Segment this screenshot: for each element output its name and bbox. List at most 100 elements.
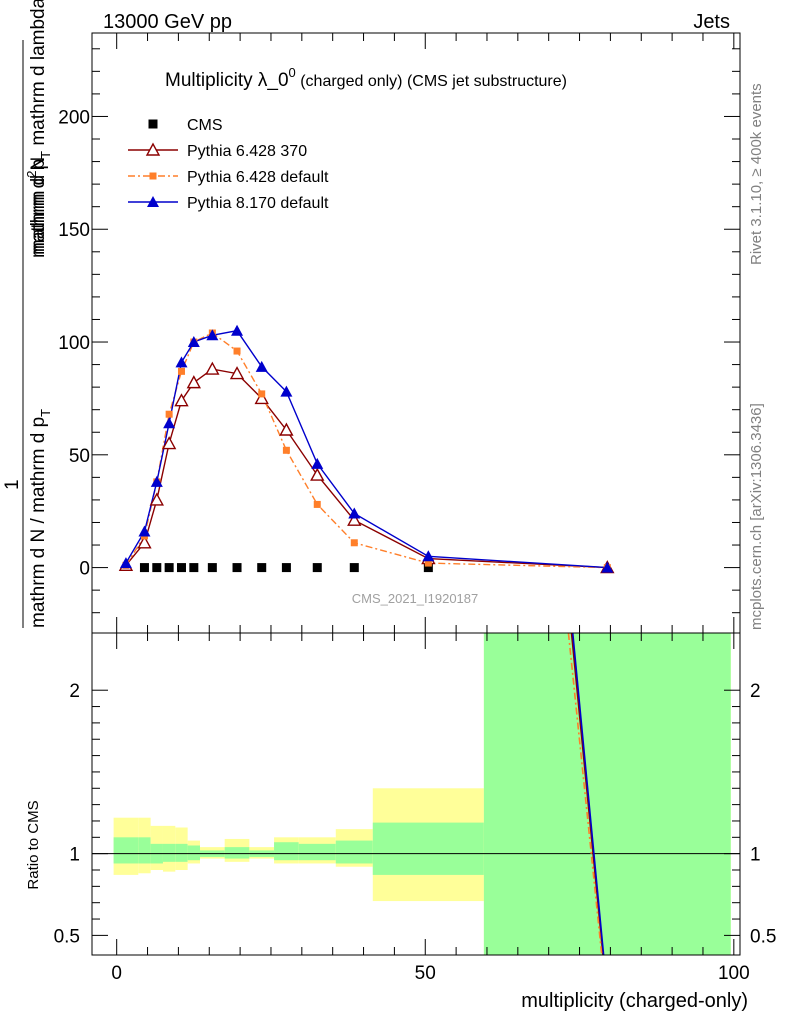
data-point-pythia-8-170-default (119, 557, 132, 569)
y-label-denominator: mathrm d pT mathrm d lambda (28, 0, 53, 255)
data-point-pythia-6-428-370 (149, 492, 164, 506)
data-point-pythia-8-170-default (138, 525, 151, 537)
y-axis-label: mathrm d2N mathrm d pT mathrm d lambda 1… (2, 0, 53, 628)
y-tick-label: 0 (79, 559, 90, 580)
y-tick-label: 150 (58, 220, 90, 241)
data-point-pythia-6-428-370 (254, 390, 269, 405)
header-category: Jets (693, 11, 730, 33)
data-point-pythia-6-428-default (233, 347, 241, 355)
data-point-pythia-8-170-default (231, 324, 244, 336)
data-point-cms (257, 563, 267, 573)
y-label-one: 1 (2, 479, 23, 490)
data-point-pythia-6-428-default (258, 390, 266, 398)
legend: CMS Pythia 6.428 370 Pythia 6.428 default P… (128, 117, 329, 212)
ratio-band-inner (187, 845, 200, 861)
data-point-pythia-8-170-default (150, 475, 163, 487)
data-point-pythia-6-428-370 (174, 393, 189, 407)
series-line-pythia-6-428-default (125, 332, 608, 569)
series-line-pythia-6-428-370 (125, 368, 608, 569)
ratio-line-pythia-8-170-default (571, 633, 605, 955)
data-point-pythia-6-428-370 (279, 422, 294, 436)
legend-marker-pythia-8-170-default (147, 196, 159, 207)
data-point-cms (349, 563, 359, 573)
x-tick-label: 0 (111, 963, 122, 984)
ratio-y-tick-label: 2 (69, 681, 80, 702)
data-point-pythia-6-428-default (177, 367, 185, 375)
data-point-pythia-8-170-default (280, 385, 293, 397)
y-tick-label: 100 (58, 333, 90, 354)
data-point-pythia-8-170-default (255, 360, 268, 372)
data-point-pythia-6-428-default (424, 559, 432, 567)
data-point-pythia-6-428-default (282, 446, 290, 454)
data-point-cms (152, 563, 162, 573)
series-line-pythia-8-170-default (125, 329, 608, 569)
y-label-bottom: mathrm d N / mathrm d pT (28, 409, 53, 628)
ratio-line-pythia-6-428-default (567, 633, 603, 955)
ratio-band-inner (335, 840, 373, 864)
data-point-pythia-8-170-default (348, 507, 361, 519)
legend-marker-cms (148, 119, 158, 129)
ratio-band-inner (113, 837, 139, 864)
data-point-pythia-8-170-default (601, 561, 614, 573)
mcplots-label: mcplots.cern.ch [arXiv:1306.3436] (748, 403, 765, 630)
legend-label-cms: CMS (187, 117, 223, 134)
header-energy: 13000 GeV pp (103, 11, 232, 33)
ratio-y-label: Ratio to CMS (25, 800, 42, 889)
data-point-pythia-6-428-370 (161, 436, 177, 450)
x-tick-label: 100 (718, 963, 750, 984)
legend-marker-pythia-6-428-default (149, 172, 157, 180)
ratio-band-inner (483, 633, 731, 955)
data-point-cms (164, 563, 174, 573)
ratio-y-tick-label-right: 1 (750, 845, 761, 866)
y-tick-label: 50 (69, 446, 90, 467)
ratio-plot: 0.5 0.5 1 1 2 2 0 50 100 Ratio to CMS multiplici… (25, 632, 776, 1012)
ratio-band-inner (372, 822, 484, 875)
ratio-band-inner (298, 843, 336, 861)
y-tick-label: 200 (58, 107, 90, 128)
data-point-cms (232, 563, 242, 573)
data-point-pythia-6-428-370 (137, 535, 152, 549)
ratio-band-inner (224, 847, 250, 859)
ratio-y-tick-label-right: 0.5 (750, 926, 776, 947)
ratio-band-inner (162, 843, 176, 862)
ratio-band-inner (274, 842, 299, 861)
main-plot: CMS_2021_I1920187 0 50 100 150 200 Multiplic… (2, 0, 741, 634)
data-point-cms (423, 563, 433, 573)
ratio-y-tick-label-right: 2 (750, 681, 761, 702)
plot-title: Multiplicity λ_00 (charged only) (CMS je… (165, 65, 567, 91)
x-tick-label: 50 (415, 963, 436, 984)
data-point-pythia-6-428-370 (205, 361, 220, 375)
legend-marker-pythia-6-428-370 (145, 142, 161, 156)
data-point-pythia-8-170-default (206, 329, 219, 341)
data-point-pythia-6-428-370 (229, 366, 245, 380)
data-point-pythia-6-428-370 (347, 512, 362, 526)
watermark: CMS_2021_I1920187 (352, 591, 479, 606)
ratio-band-inner (175, 843, 188, 862)
ratio-y-tick-label: 1 (69, 845, 80, 866)
data-point-cms (176, 563, 186, 573)
y-label-numerator: mathrm d2N (24, 157, 49, 258)
ratio-band-inner (138, 837, 151, 864)
rivet-label: Rivet 3.1.10, ≥ 400k events (748, 83, 765, 265)
data-point-pythia-6-428-default (165, 410, 173, 418)
data-point-cms (139, 563, 149, 573)
data-point-pythia-8-170-default (422, 550, 435, 562)
legend-label-pythia-6-428-default: Pythia 6.428 default (187, 169, 329, 186)
data-point-pythia-8-170-default (311, 457, 324, 469)
data-point-cms (312, 563, 322, 573)
ratio-y-tick-label: 0.5 (54, 926, 80, 947)
data-point-pythia-6-428-default (313, 500, 321, 508)
data-point-pythia-6-428-370 (310, 467, 325, 481)
x-axis-label: multiplicity (charged-only) (521, 990, 748, 1012)
data-point-pythia-6-428-370 (186, 375, 202, 389)
data-point-pythia-8-170-default (175, 356, 188, 368)
data-point-pythia-8-170-default (187, 336, 200, 348)
ratio-plot-frame (91, 632, 741, 956)
data-point-cms (207, 563, 217, 573)
data-point-pythia-6-428-default (350, 539, 358, 547)
data-point-pythia-8-170-default (163, 417, 176, 429)
legend-label-pythia-8-170-default: Pythia 8.170 default (187, 195, 329, 212)
data-point-cms (189, 563, 199, 573)
legend-label-pythia-6-428-370: Pythia 6.428 370 (187, 143, 307, 160)
